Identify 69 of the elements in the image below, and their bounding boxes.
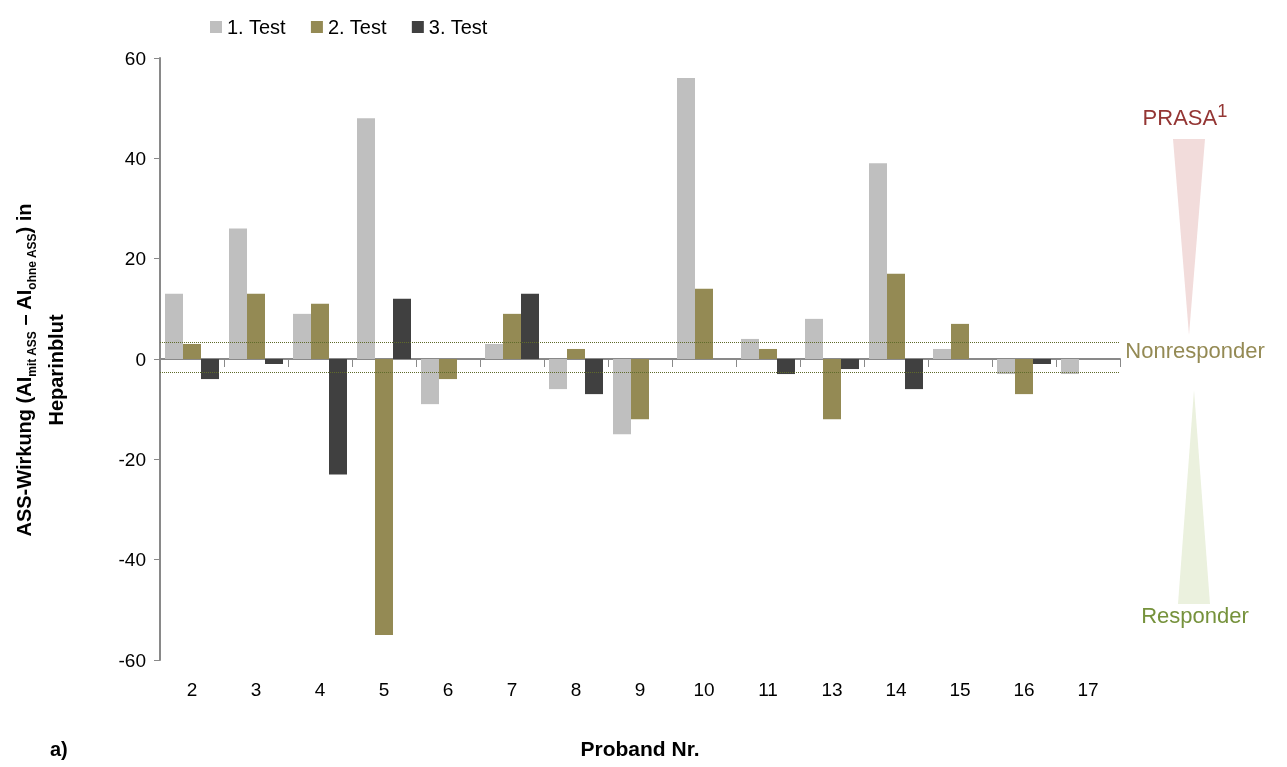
bar bbox=[585, 359, 603, 395]
x-axis-title: Proband Nr. bbox=[580, 737, 700, 760]
text: a) bbox=[50, 738, 69, 761]
bar bbox=[393, 298, 411, 359]
bar bbox=[1015, 359, 1033, 395]
bar bbox=[549, 359, 567, 390]
bar bbox=[375, 359, 393, 635]
bar bbox=[841, 359, 859, 370]
bar bbox=[887, 273, 905, 359]
x-tick-label: 14 bbox=[885, 679, 907, 700]
bar bbox=[741, 338, 759, 359]
legend-label: 2. Test bbox=[327, 16, 387, 38]
bar bbox=[567, 348, 585, 359]
bar bbox=[229, 228, 247, 359]
x-tick-label: 4 bbox=[314, 679, 326, 700]
bar bbox=[265, 359, 283, 365]
legend-label: 1. Test bbox=[227, 16, 286, 38]
bar bbox=[997, 359, 1015, 375]
x-tick-label: 13 bbox=[821, 679, 843, 700]
text: Nonresponder bbox=[1124, 338, 1266, 364]
bar bbox=[165, 293, 183, 359]
x-tick-label: 7 bbox=[506, 679, 518, 700]
bar bbox=[631, 359, 649, 420]
bar bbox=[759, 348, 777, 359]
x-tick-label: 6 bbox=[442, 679, 454, 700]
bar bbox=[933, 348, 951, 359]
bar bbox=[311, 303, 329, 359]
y-tick-label: -60 bbox=[118, 649, 146, 671]
bar bbox=[695, 288, 713, 359]
y-tick-label: -20 bbox=[118, 448, 146, 470]
x-tick-label: 5 bbox=[378, 679, 390, 700]
bar bbox=[503, 313, 521, 359]
y-tick-label: 0 bbox=[135, 348, 146, 370]
y-tick-label: 20 bbox=[124, 248, 146, 270]
bar bbox=[905, 359, 923, 390]
bar bbox=[357, 118, 375, 359]
legend-label: 3. Test bbox=[428, 16, 488, 38]
bar bbox=[1061, 359, 1079, 375]
bar bbox=[439, 359, 457, 380]
bar bbox=[805, 318, 823, 359]
x-tick-label: 10 bbox=[693, 679, 715, 700]
bar bbox=[951, 323, 969, 359]
bar bbox=[1033, 359, 1051, 365]
x-tick-label: 15 bbox=[949, 679, 971, 700]
bar bbox=[521, 293, 539, 359]
bar bbox=[201, 359, 219, 380]
bar bbox=[613, 359, 631, 435]
x-tick-label: 9 bbox=[634, 679, 646, 700]
bar bbox=[677, 78, 695, 359]
bar bbox=[869, 163, 887, 359]
text: Responder bbox=[1140, 603, 1250, 629]
x-tick-label: 8 bbox=[570, 679, 582, 700]
x-tick-label: 3 bbox=[250, 679, 262, 700]
y-tick-label: 40 bbox=[124, 147, 146, 169]
bar bbox=[293, 313, 311, 359]
text: PRASA$^{1}$ bbox=[1141, 100, 1229, 132]
bar bbox=[823, 359, 841, 420]
bar bbox=[421, 359, 439, 405]
y-tick-label: 60 bbox=[124, 47, 146, 69]
bar bbox=[183, 343, 201, 359]
bar bbox=[247, 293, 265, 359]
x-tick-label: 11 bbox=[758, 679, 778, 700]
x-tick-label: 17 bbox=[1077, 679, 1099, 700]
bar bbox=[485, 343, 503, 359]
bar bbox=[777, 359, 795, 375]
y-tick-label: -40 bbox=[118, 549, 146, 571]
x-tick-label: 16 bbox=[1013, 679, 1035, 700]
x-tick-label: 2 bbox=[186, 679, 198, 700]
bar bbox=[329, 359, 347, 475]
